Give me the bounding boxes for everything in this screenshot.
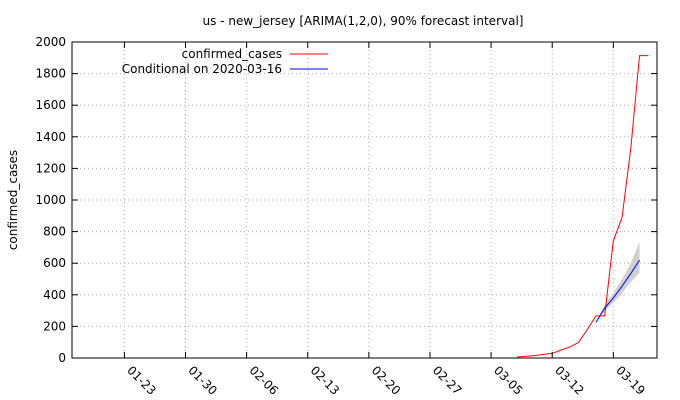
x-tick-labels: 01-23 01-30 02-06 02-13 02-20 02-27 03-05 03-12… — [124, 363, 648, 398]
series-line-confirmed-cases — [517, 55, 649, 358]
chart-title: us - new_jersey [ARIMA(1,2,0), 90% forec… — [203, 14, 524, 28]
grid — [72, 42, 657, 358]
y-tick-label: 0 — [58, 351, 66, 365]
y-axis-title: confirmed_cases — [6, 150, 20, 250]
y-tick-label: 1800 — [35, 67, 66, 81]
x-tick-label: 01-23 — [124, 363, 159, 398]
legend: confirmed_cases Conditional on 2020-03-1… — [122, 47, 328, 76]
y-tick-label: 400 — [43, 288, 66, 302]
y-tick-label: 1600 — [35, 98, 66, 112]
x-tick-label: 02-27 — [430, 363, 465, 398]
y-tick-label: 200 — [43, 319, 66, 333]
forecast-interval — [595, 241, 640, 323]
x-tick-label: 03-12 — [552, 363, 587, 398]
x-tick-label: 02-13 — [308, 363, 343, 398]
x-tick-label: 03-05 — [491, 363, 526, 398]
y-tick-labels: 0 200 400 600 800 1000 1200 1400 1600 1800 2000 — [35, 35, 66, 365]
legend-label-conditional: Conditional on 2020-03-16 — [122, 62, 282, 76]
tick-marks — [72, 41, 657, 359]
series-line-conditional — [595, 259, 640, 323]
y-tick-label: 2000 — [35, 35, 66, 49]
legend-label-confirmed-cases: confirmed_cases — [182, 47, 282, 61]
y-tick-label: 1400 — [35, 130, 66, 144]
y-tick-label: 1000 — [35, 193, 66, 207]
x-tick-label: 02-06 — [247, 363, 282, 398]
forecast-interval-band — [595, 241, 640, 323]
x-tick-label: 02-20 — [369, 363, 404, 398]
y-tick-label: 1200 — [35, 161, 66, 175]
x-tick-label: 03-19 — [613, 363, 648, 398]
x-tick-label: 01-30 — [185, 363, 220, 398]
y-tick-label: 800 — [43, 225, 66, 239]
y-tick-label: 600 — [43, 256, 66, 270]
series-lines — [517, 55, 649, 358]
